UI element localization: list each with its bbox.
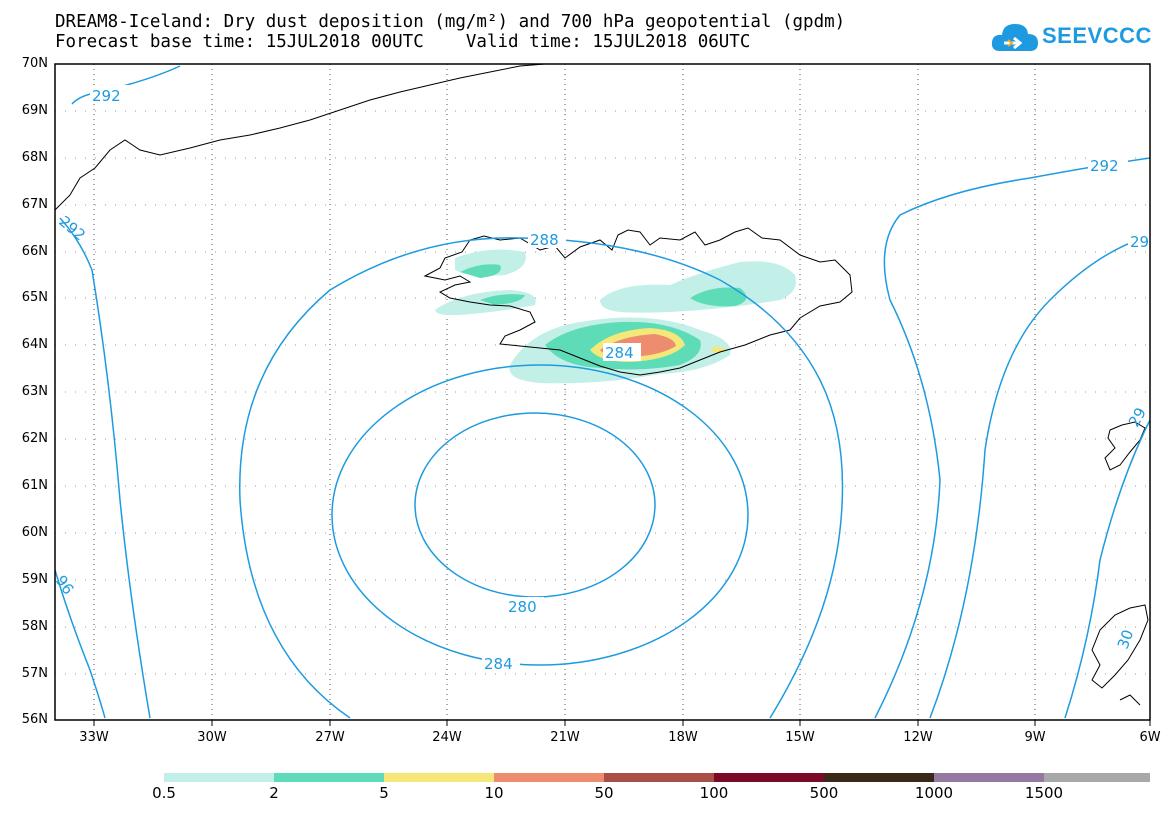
lat-label: 65N [21, 290, 48, 305]
contour-label: 30 [1114, 627, 1137, 651]
colorbar-label: 1000 [914, 784, 954, 802]
lon-label: 27W [315, 730, 345, 745]
contour-label: 280 [508, 598, 537, 616]
lat-label: 68N [21, 150, 48, 165]
seevccc-logo: SEEVCCC [990, 17, 1151, 57]
lon-label: 15W [785, 730, 815, 745]
cloud-icon [991, 24, 1038, 51]
logo-text: SEEVCCC [1042, 23, 1152, 48]
title-line-2: Forecast base time: 15JUL2018 00UTC Vali… [55, 32, 751, 52]
lon-label: 21W [550, 730, 580, 745]
title-line-1: DREAM8-Iceland: Dry dust deposition (mg/… [55, 12, 846, 32]
colorbar-bin [824, 773, 934, 782]
contour-label: 288 [530, 231, 559, 249]
faroe-coast [1104, 421, 1146, 471]
map-frame [54, 63, 1151, 721]
lon-label: 9W [1024, 730, 1046, 745]
contour-label: 284 [484, 655, 513, 673]
lat-label: 64N [21, 337, 48, 352]
lat-label: 57N [21, 666, 48, 681]
lat-label: 62N [21, 431, 48, 446]
lon-label: 6W [1139, 730, 1161, 745]
lat-label: 63N [21, 384, 48, 399]
lon-label: 30W [197, 730, 227, 745]
lat-label: 56N [21, 712, 48, 727]
lat-label: 69N [21, 103, 48, 118]
axis-ticks [93, 720, 1151, 726]
contour-296-east [929, 235, 1151, 719]
colorbar-label: 1500 [1024, 784, 1064, 802]
colorbar-label: 50 [594, 784, 614, 802]
coastlines [54, 63, 1149, 706]
lat-label: 58N [21, 619, 48, 634]
lat-label: 59N [21, 572, 48, 587]
colorbar-bin [1044, 773, 1150, 782]
colorbar-bin [164, 773, 274, 782]
colorbar-label: 0.5 [152, 784, 176, 802]
lat-label: 66N [21, 244, 48, 259]
geopotential-contours [54, 65, 1151, 719]
lon-label: 24W [432, 730, 462, 745]
contour-label: 29 [1130, 233, 1149, 251]
grid-parallels [55, 110, 1150, 675]
colorbar-bin [494, 773, 604, 782]
greenland-coast [54, 63, 546, 211]
colorbar-label: 100 [699, 784, 729, 802]
lat-label: 70N [21, 56, 48, 71]
colorbar-bin [934, 773, 1044, 782]
contour-292-west [59, 217, 151, 719]
lat-label: 67N [21, 197, 48, 212]
contour-label: 292 [1090, 157, 1119, 175]
contour-296-west [54, 569, 106, 719]
colorbar-bin [714, 773, 824, 782]
colorbar-label: 10 [484, 784, 504, 802]
lon-label: 12W [903, 730, 933, 745]
contour-label-group: 292 292 292 29 288 284 280 284 96 29 30 [52, 85, 1150, 673]
lat-label: 60N [21, 525, 48, 540]
colorbar-bin [384, 773, 494, 782]
lat-label: 61N [21, 478, 48, 493]
dust-deposition-shading [435, 249, 796, 384]
iceland-coast [423, 227, 853, 376]
lon-label: 18W [668, 730, 698, 745]
colorbar-bin [604, 773, 714, 782]
colorbar-label: 500 [809, 784, 839, 802]
scotland-coast [1091, 604, 1149, 689]
contour-280 [414, 412, 656, 598]
contour-label: 292 [92, 87, 121, 105]
lon-label: 33W [79, 730, 109, 745]
contour-label: 292 [55, 212, 89, 244]
colorbar-bin [274, 773, 384, 782]
colorbar-label: 2 [269, 784, 279, 802]
contour-label: 284 [605, 344, 634, 362]
colorbar-label: 5 [379, 784, 389, 802]
contour-284 [331, 364, 749, 666]
contour-288 [239, 237, 844, 719]
contour-300-east [1064, 419, 1151, 719]
contour-292-east [874, 157, 1151, 719]
